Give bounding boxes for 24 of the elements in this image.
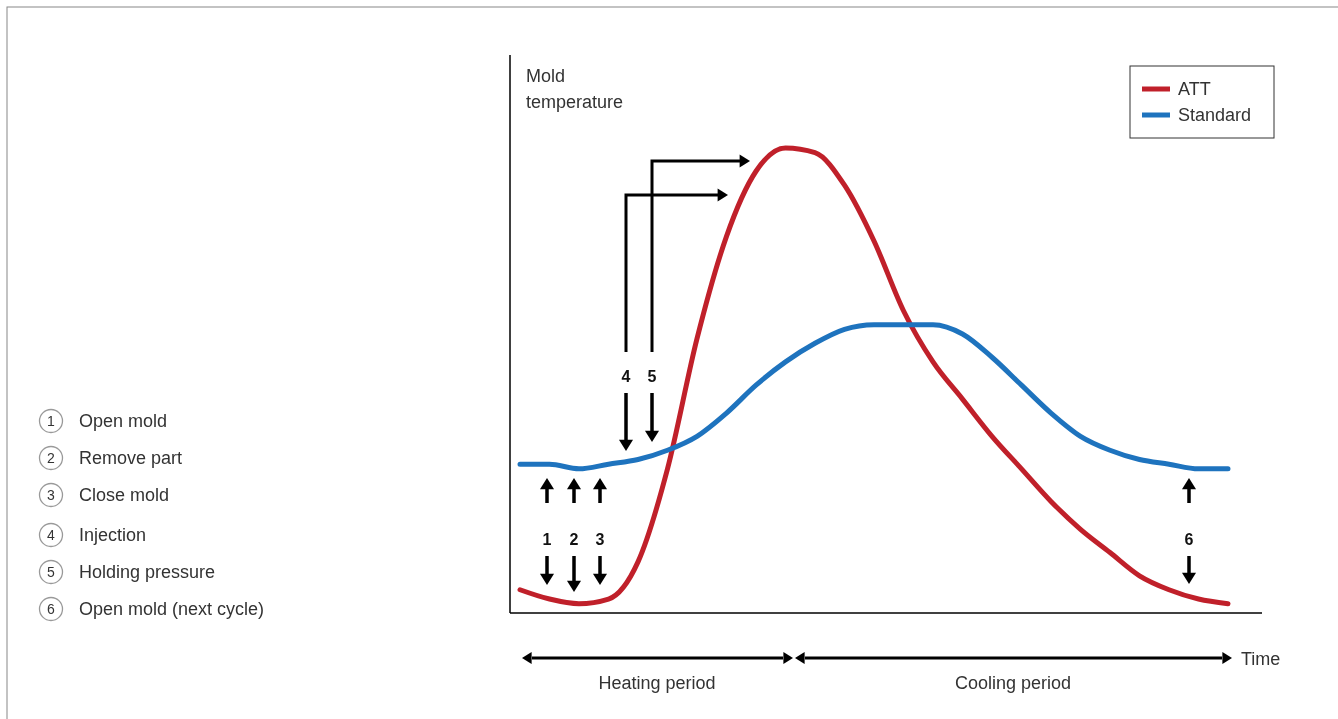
- text: Cooling period: [954, 673, 1072, 693]
- x-axis-title: Time: [1241, 649, 1281, 669]
- legend-label: Standard: [1178, 105, 1252, 125]
- text: Holding pressure: [79, 562, 216, 582]
- annotation: 3: [595, 531, 605, 548]
- annotation: 5: [647, 368, 657, 385]
- text: 6: [47, 601, 56, 617]
- text: Open mold: [79, 411, 168, 431]
- legend-label: ATT: [1178, 79, 1211, 99]
- annotation: 4: [621, 368, 631, 385]
- text: Injection: [79, 525, 147, 545]
- annotation: 2: [569, 531, 579, 548]
- annotation: 6: [1184, 531, 1194, 548]
- text: Remove part: [79, 448, 183, 468]
- text: 2: [47, 450, 56, 466]
- text: Open mold (next cycle): [79, 599, 265, 619]
- annotation: 1: [542, 531, 552, 548]
- y-axis-title: Mold temperature: [526, 66, 624, 112]
- text: 4: [47, 527, 56, 543]
- text: 3: [47, 487, 56, 503]
- text: Close mold: [79, 485, 170, 505]
- text: 5: [47, 564, 56, 580]
- text: 1: [47, 413, 56, 429]
- text: Heating period: [598, 673, 716, 693]
